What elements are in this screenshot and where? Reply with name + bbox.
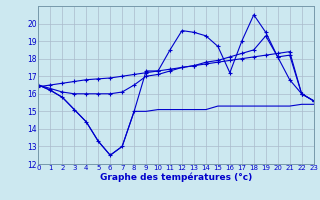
X-axis label: Graphe des températures (°c): Graphe des températures (°c) (100, 173, 252, 182)
